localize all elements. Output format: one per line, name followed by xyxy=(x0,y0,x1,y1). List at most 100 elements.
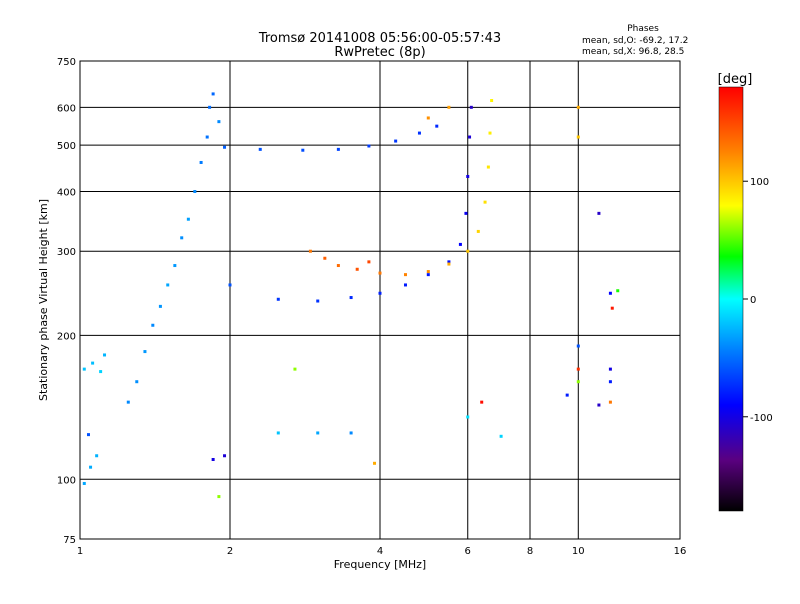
y-axis-ticks: 75 100 200 300 400 500 600 750 xyxy=(57,57,76,546)
colorbar-tick-label: 0 xyxy=(750,295,756,306)
x-axis-ticks: 1 2 4 6 8 10 16 xyxy=(77,546,687,557)
colorbar-ticks: 100 0 -100 xyxy=(743,177,773,424)
data-point xyxy=(576,367,580,371)
stats-line-o: mean, sd,O: -69.2, 17.2 xyxy=(582,36,688,46)
y-tick-label: 200 xyxy=(57,331,76,342)
data-point xyxy=(135,380,139,384)
data-point xyxy=(476,229,480,233)
data-point xyxy=(466,174,470,178)
data-point xyxy=(367,260,371,264)
data-point xyxy=(490,99,494,103)
data-point xyxy=(378,271,382,275)
colorbar-title: [deg] xyxy=(718,72,753,87)
data-point xyxy=(208,105,212,109)
data-point xyxy=(316,431,320,435)
data-point xyxy=(488,131,492,135)
y-tick-label: 300 xyxy=(57,247,76,258)
data-point xyxy=(180,236,184,240)
data-point xyxy=(301,148,305,152)
data-point xyxy=(223,145,227,149)
data-point xyxy=(394,139,398,143)
y-tick-label: 500 xyxy=(57,141,76,152)
data-point xyxy=(403,273,407,277)
data-point xyxy=(466,415,470,419)
data-point xyxy=(576,135,580,139)
data-point xyxy=(293,367,297,371)
data-point xyxy=(217,120,221,124)
data-point xyxy=(211,457,215,461)
data-point xyxy=(610,306,614,310)
data-point xyxy=(576,380,580,384)
data-point xyxy=(426,270,430,274)
y-tick-label: 400 xyxy=(57,187,76,198)
data-point xyxy=(608,291,612,295)
data-point xyxy=(378,291,382,295)
data-point xyxy=(82,481,86,485)
data-point xyxy=(499,434,503,438)
data-point xyxy=(205,135,209,139)
chart-title: Tromsø 20141008 05:56:00-05:57:43 xyxy=(258,31,501,46)
x-axis-label: Frequency [MHz] xyxy=(334,558,426,571)
data-point xyxy=(323,256,327,260)
data-point xyxy=(173,264,177,268)
data-point xyxy=(483,200,487,204)
data-point xyxy=(447,262,451,266)
data-point xyxy=(316,299,320,303)
data-point xyxy=(308,249,312,253)
data-point xyxy=(458,242,462,246)
colorbar-tick-label: 100 xyxy=(750,177,769,188)
data-point xyxy=(86,433,90,437)
data-point xyxy=(217,495,221,499)
data-point xyxy=(258,147,262,151)
stats-heading: Phases xyxy=(627,24,659,34)
data-point xyxy=(597,211,601,215)
data-point xyxy=(355,267,359,271)
data-point xyxy=(565,393,569,397)
data-point xyxy=(166,283,170,287)
data-point xyxy=(447,260,451,264)
x-tick-label: 10 xyxy=(572,546,585,557)
data-point xyxy=(608,400,612,404)
data-point xyxy=(99,370,103,374)
data-point xyxy=(469,105,473,109)
data-point xyxy=(466,249,470,253)
y-tick-label: 75 xyxy=(63,535,76,546)
data-point xyxy=(597,403,601,407)
data-point xyxy=(608,380,612,384)
data-point xyxy=(193,189,197,193)
data-point xyxy=(468,135,472,139)
data-point xyxy=(89,465,93,469)
x-tick-label: 16 xyxy=(674,546,687,557)
chart-subtitle: RwPretec (8p) xyxy=(334,45,425,60)
data-point xyxy=(336,264,340,268)
data-point xyxy=(276,297,280,301)
data-point xyxy=(126,400,130,404)
x-tick-label: 8 xyxy=(527,546,533,557)
data-point xyxy=(373,461,377,465)
data-point xyxy=(276,431,280,435)
data-point xyxy=(82,367,86,371)
data-point xyxy=(143,350,147,354)
colorbar xyxy=(718,86,744,512)
data-point xyxy=(336,147,340,151)
data-point xyxy=(426,273,430,277)
data-point xyxy=(367,144,371,148)
data-point xyxy=(349,431,353,435)
y-tick-label: 750 xyxy=(57,57,76,68)
y-axis-label: Stationary phase Virtual Height [km] xyxy=(37,199,50,401)
data-point xyxy=(103,353,107,357)
data-point xyxy=(576,105,580,109)
data-point xyxy=(228,283,232,287)
data-point xyxy=(186,217,190,221)
data-point xyxy=(480,400,484,404)
x-tick-label: 2 xyxy=(227,546,233,557)
x-tick-label: 6 xyxy=(465,546,471,557)
y-tick-label: 100 xyxy=(57,475,76,486)
data-point xyxy=(211,92,215,96)
colorbar-tick-label: -100 xyxy=(750,413,773,424)
x-tick-label: 4 xyxy=(377,546,383,557)
data-point xyxy=(417,131,421,135)
y-tick-label: 600 xyxy=(57,103,76,114)
data-points xyxy=(82,92,620,499)
